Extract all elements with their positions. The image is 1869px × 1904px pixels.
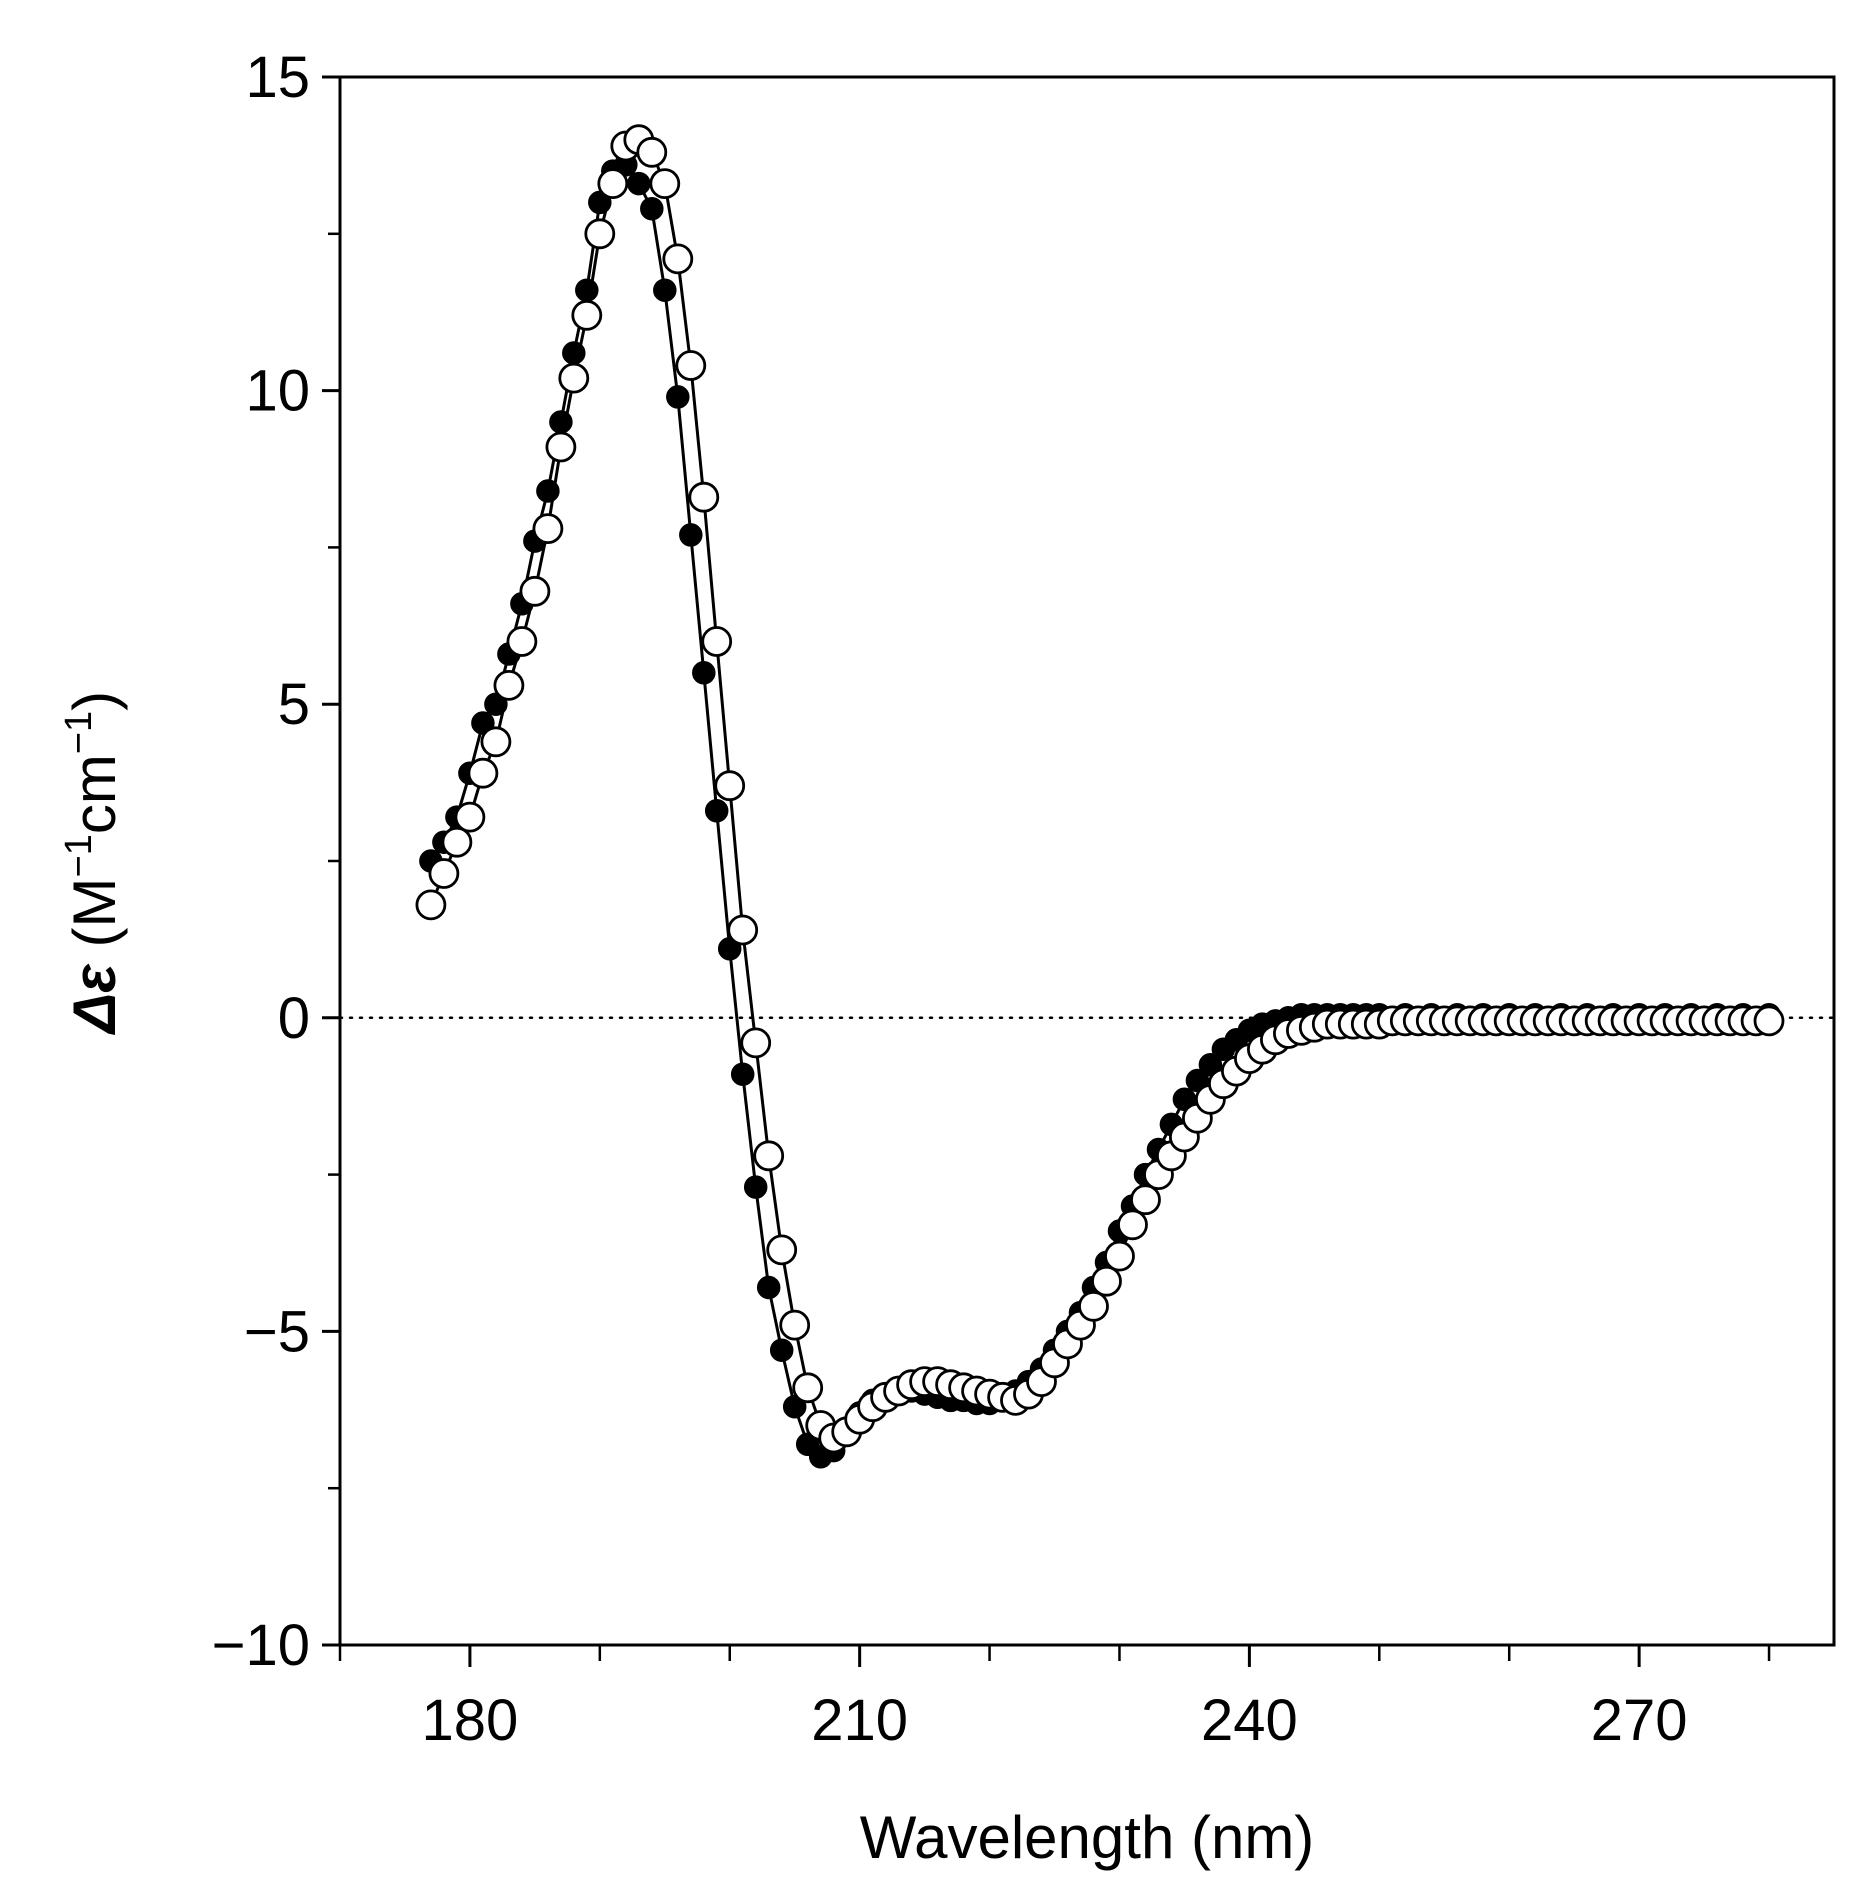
- data-point-open: [480, 726, 512, 758]
- data-point-open: [558, 362, 590, 394]
- data-point-open: [1130, 1184, 1161, 1216]
- data-point-filled: [769, 1338, 794, 1362]
- series-layer: [415, 124, 1785, 1469]
- y-axis-title: Δε (M−1cm−1): [58, 691, 128, 1035]
- data-point-filled: [730, 1062, 755, 1086]
- y-tick-label: −5: [244, 1299, 310, 1364]
- data-point-filled: [536, 479, 560, 503]
- y-tick-label: −10: [212, 1613, 310, 1678]
- y-axis-unit-mid: cm: [61, 754, 128, 834]
- data-point-open: [571, 299, 603, 331]
- data-point-open: [506, 626, 538, 657]
- y-tick-label: 5: [278, 672, 310, 737]
- data-point-filled: [692, 661, 716, 685]
- data-point-open: [662, 243, 694, 275]
- y-tick-label: 15: [245, 45, 310, 110]
- y-axis-unit-close: ): [61, 691, 128, 711]
- x-axis-title: Wavelength (nm): [860, 1804, 1315, 1871]
- data-point-filled: [549, 410, 573, 434]
- data-point-open: [1091, 1265, 1122, 1297]
- data-point-open: [519, 575, 551, 607]
- y-tick-label: 0: [278, 986, 310, 1051]
- data-point-open: [701, 626, 733, 657]
- data-point-filled: [640, 196, 664, 221]
- data-point-open: [1104, 1240, 1135, 1272]
- data-point-open: [428, 858, 460, 889]
- data-point-open: [675, 350, 707, 381]
- data-point-open: [792, 1372, 824, 1404]
- x-tick-label: 270: [1591, 1688, 1688, 1753]
- data-point-open: [441, 826, 473, 858]
- data-point-filled: [562, 341, 586, 365]
- data-point-open: [467, 757, 499, 789]
- data-point-open: [454, 801, 486, 833]
- data-point-filled: [756, 1275, 781, 1300]
- data-point-open: [714, 770, 746, 802]
- y-axis-unit-sup2: −1: [58, 711, 100, 754]
- data-point-open: [415, 889, 447, 921]
- data-point-open: [1753, 1005, 1785, 1037]
- data-point-open: [1117, 1209, 1148, 1241]
- data-point-open: [766, 1234, 798, 1266]
- data-point-filled: [627, 171, 651, 196]
- data-point-filled: [704, 799, 729, 823]
- data-point-open: [636, 136, 668, 168]
- data-point-filled: [743, 1175, 768, 1199]
- data-point-open: [779, 1309, 811, 1341]
- y-axis-unit-sup1: −1: [58, 834, 100, 877]
- data-point-open: [545, 431, 577, 463]
- x-tick-label: 180: [422, 1688, 519, 1753]
- data-point-filled: [666, 385, 690, 409]
- data-point-open: [532, 513, 564, 544]
- data-point-open: [753, 1140, 785, 1172]
- data-point-open: [649, 168, 681, 200]
- y-axis-unit-open: (M: [61, 877, 128, 964]
- data-point-open: [727, 914, 759, 946]
- y-axis-symbol: Δε: [61, 963, 128, 1035]
- data-point-open: [1078, 1290, 1109, 1322]
- data-point-filled: [679, 523, 703, 547]
- y-tick-label: 10: [245, 359, 310, 424]
- axes-layer: 15 10 5 0 −5 −10 180 210 240 270: [212, 45, 1771, 1753]
- data-point-filled: [653, 278, 677, 302]
- x-tick-label: 240: [1201, 1688, 1298, 1753]
- data-point-filled: [575, 278, 599, 302]
- data-point-open: [597, 168, 629, 200]
- x-tick-label: 210: [811, 1688, 908, 1753]
- data-point-open: [740, 1027, 772, 1059]
- data-point-open: [584, 218, 616, 250]
- data-point-open: [688, 481, 720, 513]
- data-point-open: [493, 670, 525, 701]
